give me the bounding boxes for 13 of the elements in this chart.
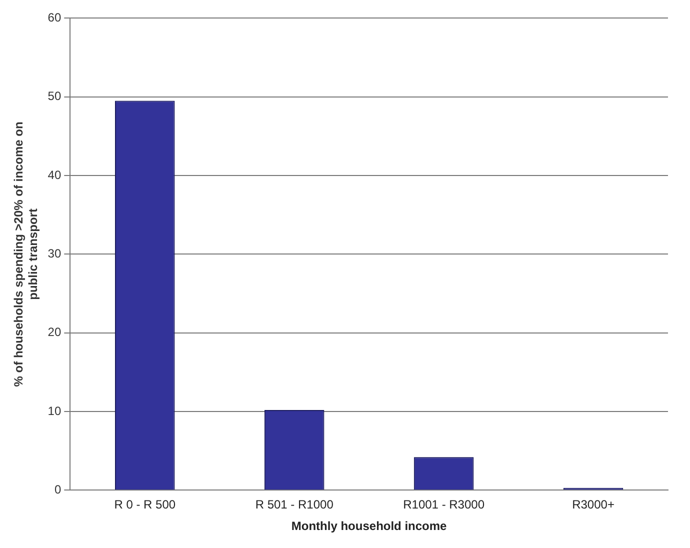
x-tick-label: R 501 - R1000	[255, 498, 334, 512]
x-tick-label: R3000+	[572, 498, 614, 512]
x-tick-label: R1001 - R3000	[403, 498, 485, 512]
y-tick-label: 20	[48, 325, 62, 340]
y-tick-label: 60	[48, 10, 62, 25]
y-tick-label: 50	[48, 89, 62, 104]
y-tick-label: 0	[54, 482, 62, 497]
x-axis-title: Monthly household income	[291, 519, 448, 534]
y-tick-label: 30	[48, 246, 62, 261]
x-tick-label: R 0 - R 500	[114, 498, 176, 512]
y-tick-label: 10	[48, 404, 62, 418]
y-tick-label: 40	[48, 168, 62, 182]
y-axis-title: % of households spending >20% of income on public transport	[12, 122, 40, 387]
